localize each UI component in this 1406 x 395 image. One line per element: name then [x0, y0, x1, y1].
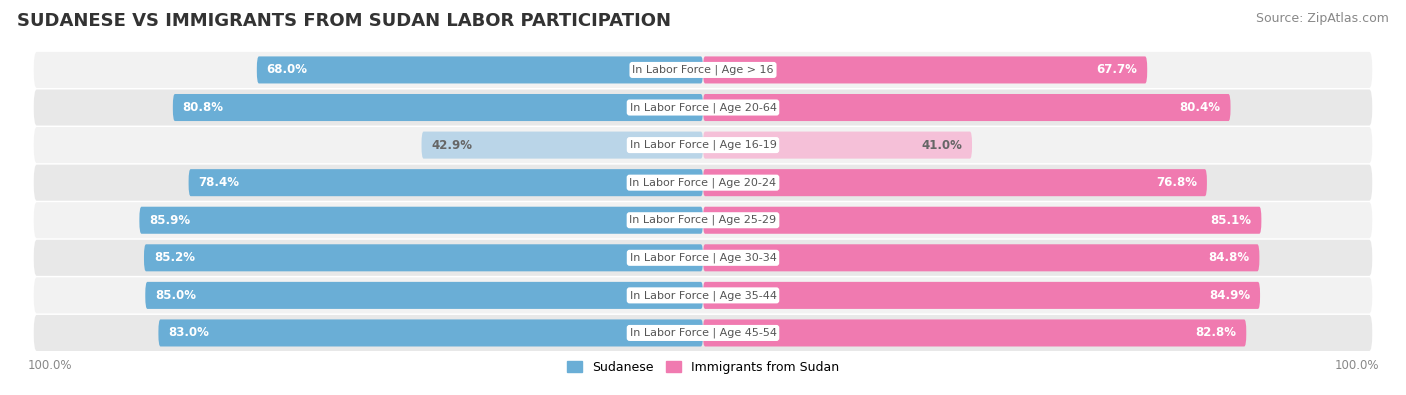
FancyBboxPatch shape [159, 320, 703, 346]
FancyBboxPatch shape [703, 94, 1230, 121]
Text: 85.1%: 85.1% [1211, 214, 1251, 227]
Text: 84.9%: 84.9% [1209, 289, 1250, 302]
Text: 82.8%: 82.8% [1195, 326, 1236, 339]
FancyBboxPatch shape [34, 127, 1372, 163]
FancyBboxPatch shape [257, 56, 703, 83]
Text: 85.9%: 85.9% [149, 214, 190, 227]
Text: 67.7%: 67.7% [1097, 64, 1137, 77]
Text: 42.9%: 42.9% [432, 139, 472, 152]
FancyBboxPatch shape [34, 52, 1372, 88]
FancyBboxPatch shape [173, 94, 703, 121]
FancyBboxPatch shape [703, 56, 1147, 83]
Text: In Labor Force | Age 35-44: In Labor Force | Age 35-44 [630, 290, 776, 301]
FancyBboxPatch shape [34, 90, 1372, 126]
Text: In Labor Force | Age 25-29: In Labor Force | Age 25-29 [630, 215, 776, 226]
FancyBboxPatch shape [34, 240, 1372, 276]
Text: SUDANESE VS IMMIGRANTS FROM SUDAN LABOR PARTICIPATION: SUDANESE VS IMMIGRANTS FROM SUDAN LABOR … [17, 12, 671, 30]
FancyBboxPatch shape [703, 320, 1246, 346]
Text: 41.0%: 41.0% [921, 139, 962, 152]
Text: In Labor Force | Age 20-64: In Labor Force | Age 20-64 [630, 102, 776, 113]
FancyBboxPatch shape [145, 282, 703, 309]
Text: In Labor Force | Age > 16: In Labor Force | Age > 16 [633, 65, 773, 75]
FancyBboxPatch shape [139, 207, 703, 234]
Text: 100.0%: 100.0% [1334, 359, 1379, 372]
Text: 85.2%: 85.2% [153, 251, 195, 264]
FancyBboxPatch shape [143, 244, 703, 271]
FancyBboxPatch shape [188, 169, 703, 196]
FancyBboxPatch shape [703, 207, 1261, 234]
Text: 68.0%: 68.0% [267, 64, 308, 77]
Text: Source: ZipAtlas.com: Source: ZipAtlas.com [1256, 12, 1389, 25]
Text: 78.4%: 78.4% [198, 176, 239, 189]
Text: In Labor Force | Age 45-54: In Labor Force | Age 45-54 [630, 328, 776, 338]
Text: 100.0%: 100.0% [27, 359, 72, 372]
FancyBboxPatch shape [703, 282, 1260, 309]
Text: 83.0%: 83.0% [169, 326, 209, 339]
FancyBboxPatch shape [34, 277, 1372, 313]
FancyBboxPatch shape [34, 315, 1372, 351]
FancyBboxPatch shape [34, 202, 1372, 238]
FancyBboxPatch shape [703, 169, 1206, 196]
FancyBboxPatch shape [703, 244, 1260, 271]
Text: In Labor Force | Age 16-19: In Labor Force | Age 16-19 [630, 140, 776, 150]
Text: In Labor Force | Age 30-34: In Labor Force | Age 30-34 [630, 252, 776, 263]
Text: 76.8%: 76.8% [1156, 176, 1197, 189]
FancyBboxPatch shape [34, 165, 1372, 201]
Text: 84.8%: 84.8% [1208, 251, 1250, 264]
Text: 80.8%: 80.8% [183, 101, 224, 114]
Legend: Sudanese, Immigrants from Sudan: Sudanese, Immigrants from Sudan [567, 361, 839, 374]
FancyBboxPatch shape [422, 132, 703, 159]
Text: In Labor Force | Age 20-24: In Labor Force | Age 20-24 [630, 177, 776, 188]
Text: 85.0%: 85.0% [155, 289, 195, 302]
FancyBboxPatch shape [703, 132, 972, 159]
Text: 80.4%: 80.4% [1180, 101, 1220, 114]
